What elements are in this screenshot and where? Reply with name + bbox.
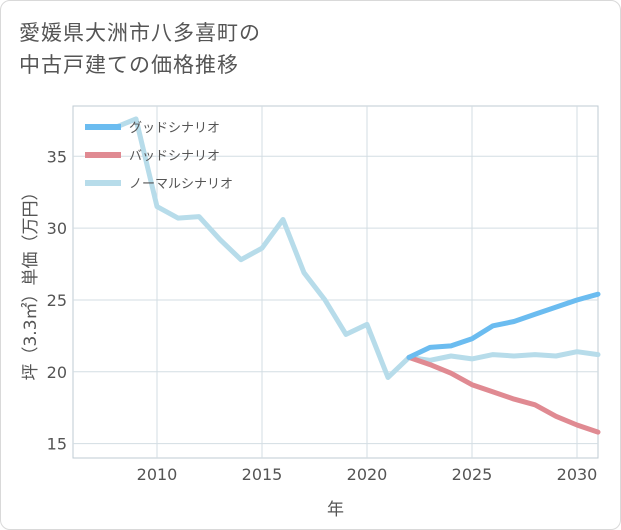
series-line-1 bbox=[406, 354, 601, 435]
series-line-2 bbox=[112, 116, 601, 380]
x-tick-label: 2030 bbox=[557, 465, 598, 484]
legend-label-2: ノーマルシナリオ bbox=[129, 177, 233, 192]
x-tick-label: 2015 bbox=[242, 465, 283, 484]
chart-title-line-2: 中古戸建ての価格推移 bbox=[19, 53, 239, 77]
legend-label-0: グッドシナリオ bbox=[129, 121, 220, 136]
y-tick-label: 35 bbox=[47, 147, 67, 166]
chart-title: 愛媛県大洲市八多喜町の 中古戸建ての価格推移 bbox=[19, 17, 261, 81]
series-line-0 bbox=[406, 291, 601, 360]
plot-frame bbox=[72, 105, 599, 459]
x-tick-label: 2025 bbox=[452, 465, 493, 484]
grid bbox=[72, 105, 599, 459]
series-layer bbox=[112, 116, 601, 435]
y-tick-label: 25 bbox=[47, 291, 67, 310]
y-tick-label: 15 bbox=[47, 435, 67, 454]
x-tick-label: 2020 bbox=[347, 465, 388, 484]
y-tick-label: 30 bbox=[47, 219, 67, 238]
chart-title-line-1: 愛媛県大洲市八多喜町の bbox=[19, 21, 261, 45]
legend-label-1: バッドシナリオ bbox=[129, 149, 220, 164]
y-tick-label: 20 bbox=[47, 363, 67, 382]
x-tick-label: 2010 bbox=[137, 465, 178, 484]
x-axis-label: 年 bbox=[327, 500, 344, 520]
y-axis-label: 坪（3.3㎡）単価（万円） bbox=[21, 183, 41, 380]
